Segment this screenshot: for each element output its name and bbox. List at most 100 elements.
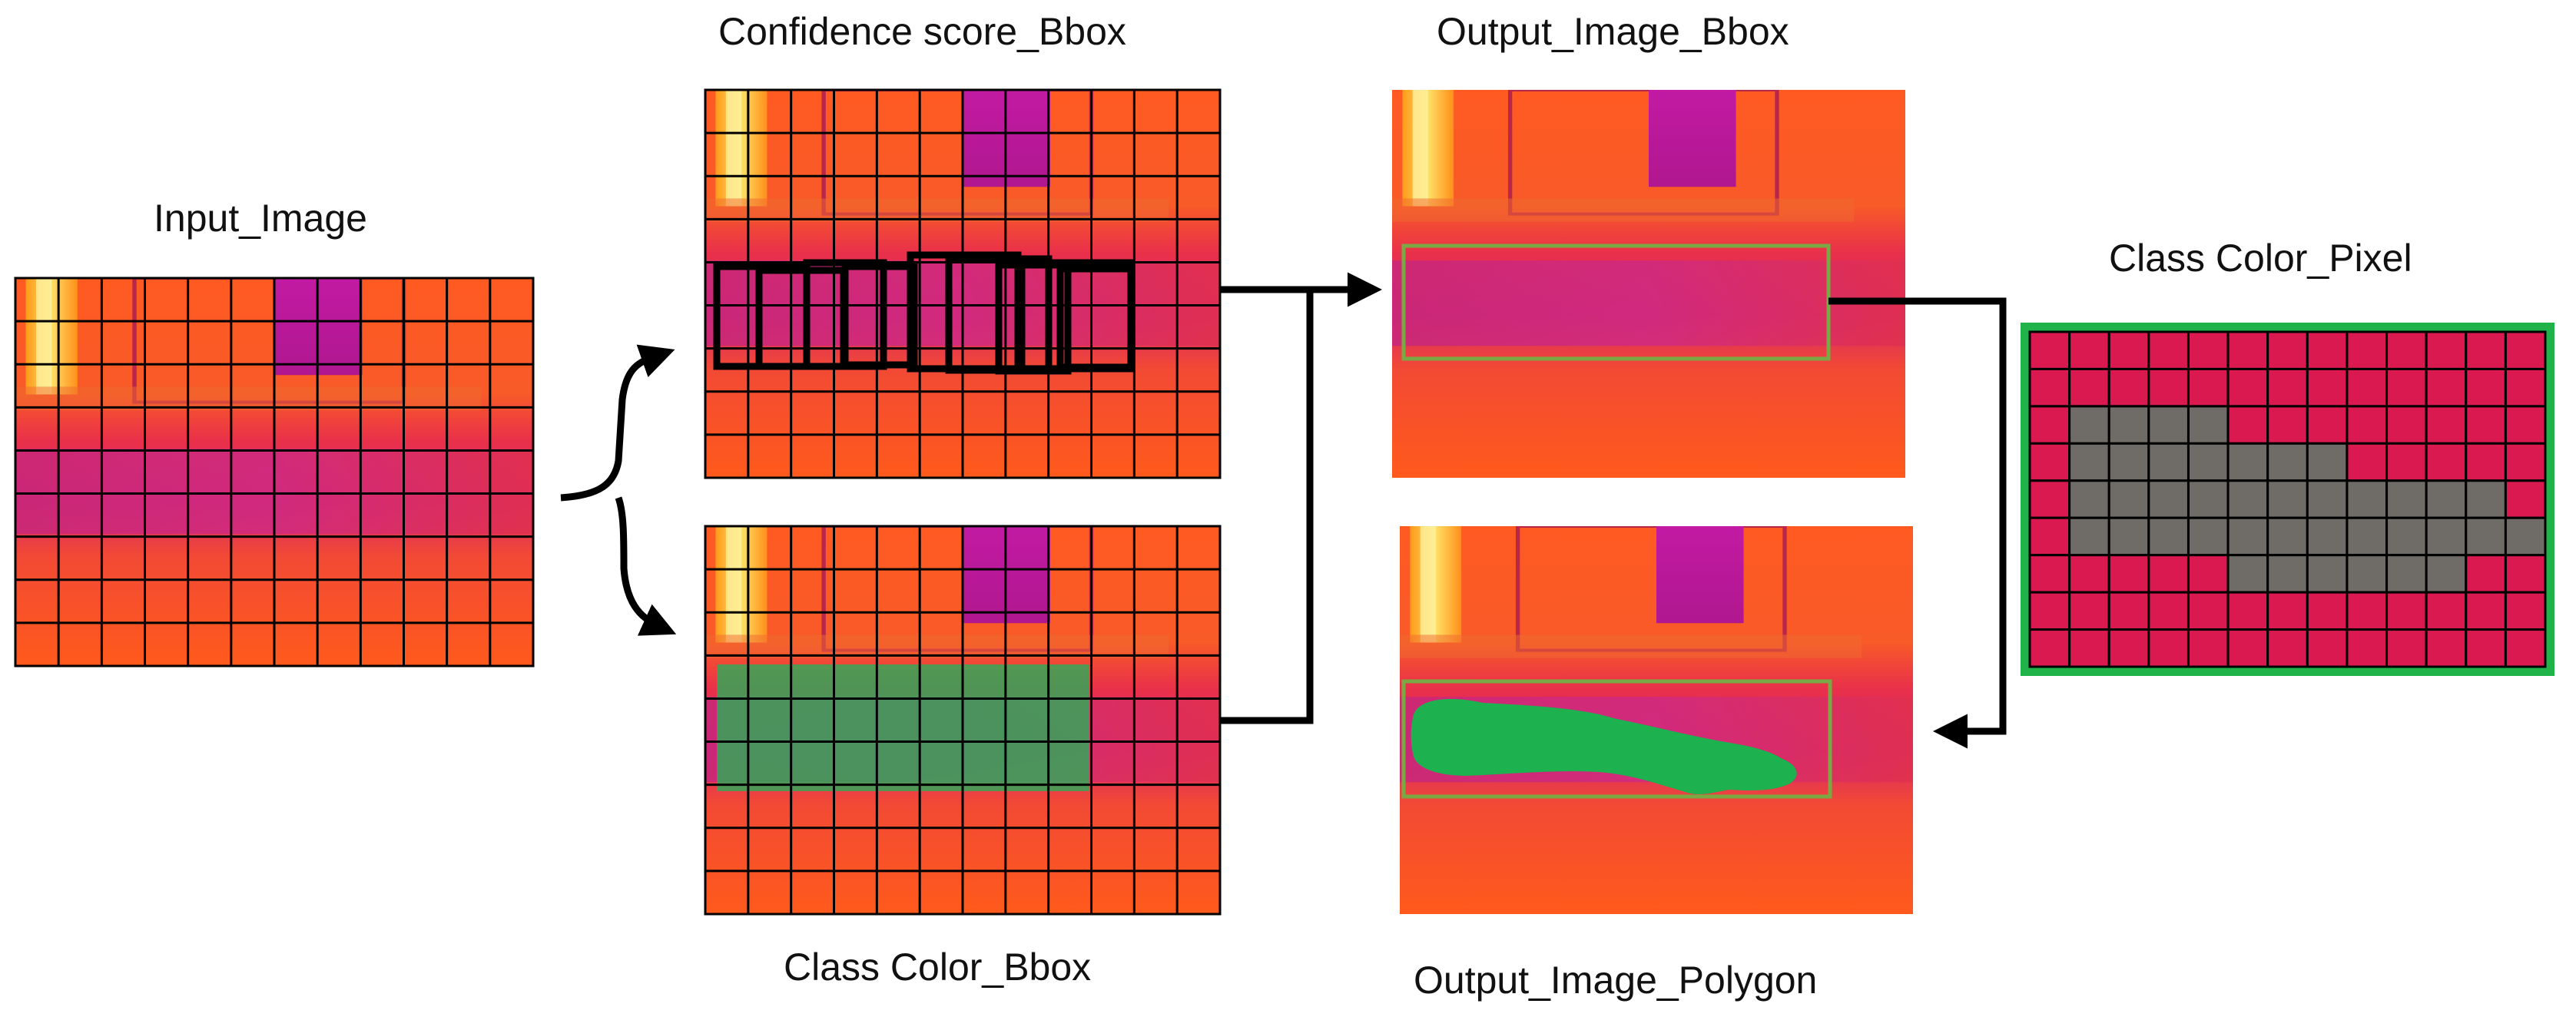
pixel-cell — [2266, 591, 2309, 631]
pixel-cell — [2306, 479, 2349, 519]
pixel-cell — [2028, 554, 2071, 594]
pixel-cell — [2107, 591, 2150, 631]
pixel-cell — [2504, 554, 2547, 594]
pixel-cell — [2028, 516, 2071, 557]
pixel-cell — [2306, 516, 2349, 557]
pixel-cell — [2226, 516, 2269, 557]
pixel-cell — [2306, 591, 2349, 631]
pixel-cell — [2504, 442, 2547, 482]
pixel-cell — [2385, 628, 2428, 668]
pixel-cell — [2425, 367, 2468, 408]
pixel-cell — [2385, 591, 2428, 631]
pixel-cell — [2504, 367, 2547, 408]
pixel-cell — [2425, 516, 2468, 557]
confidence-score-label: Confidence score_Bbox — [718, 10, 1126, 53]
pixel-cell — [2425, 628, 2468, 668]
input-image-label: Input_Image — [154, 197, 367, 240]
pixel-cell — [2226, 330, 2269, 370]
pixel-cell — [2107, 554, 2150, 594]
confidence-score-panel — [704, 88, 1222, 479]
pixel-cell — [2226, 405, 2269, 445]
pixel-cell — [2068, 367, 2110, 408]
pixel-cell — [2028, 479, 2071, 519]
pixel-cell — [2465, 367, 2507, 408]
pixel-cell — [2504, 628, 2547, 668]
output-polygon-label: Output_Image_Polygon — [1414, 959, 1818, 1002]
input-image-panel — [14, 277, 535, 668]
pixel-cell — [2068, 554, 2110, 594]
pixel-cell — [2226, 554, 2269, 594]
class-bbox-fill — [717, 664, 1089, 791]
pixel-cell — [2068, 479, 2110, 519]
pixel-cell — [2465, 554, 2507, 594]
pixel-cell — [2465, 330, 2507, 370]
pixel-cell — [2186, 367, 2230, 408]
pixel-cell — [2425, 405, 2468, 445]
pixel-cell — [2266, 479, 2309, 519]
pixel-cell — [2068, 516, 2110, 557]
pixel-cell — [2346, 479, 2389, 519]
pixel-cell — [2465, 591, 2507, 631]
pixel-cell — [2107, 405, 2150, 445]
pixel-cell — [2107, 442, 2150, 482]
pixel-cell — [2028, 367, 2071, 408]
pixel-cell — [2306, 554, 2349, 594]
pixel-cell — [2346, 554, 2389, 594]
pixel-cell — [2306, 367, 2349, 408]
polygon-mask — [1411, 699, 1797, 794]
pixel-cell — [2266, 554, 2309, 594]
pixel-cell — [2068, 442, 2110, 482]
pixel-cell — [2385, 516, 2428, 557]
pixel-cell — [2186, 479, 2230, 519]
input-grid-border — [14, 277, 535, 668]
pixel-cell — [2266, 330, 2309, 370]
pixel-cell — [2147, 479, 2190, 519]
pixel-cell — [2186, 591, 2230, 631]
pixel-cell — [2385, 554, 2428, 594]
input-grid — [14, 277, 535, 668]
connectors — [560, 272, 2007, 749]
pixel-cell — [2346, 516, 2389, 557]
class-pixel-cells — [2028, 330, 2547, 668]
pixel-cell — [2465, 442, 2507, 482]
pixel-cell — [2107, 516, 2150, 557]
class-to-merge — [1220, 290, 1314, 724]
pixel-cell — [2306, 330, 2349, 370]
pixel-cell — [2504, 516, 2547, 557]
pixel-cell — [2385, 330, 2428, 370]
pixel-cell — [2346, 442, 2389, 482]
pixel-cell — [2226, 591, 2269, 631]
pixel-cell — [2186, 405, 2230, 445]
pixel-cell — [2068, 330, 2110, 370]
confidence-grid — [704, 88, 1222, 479]
pixel-cell — [2147, 330, 2190, 370]
arrow-to-class-bbox — [637, 604, 677, 636]
confidence-boxes — [713, 251, 1135, 375]
pixel-cell — [2385, 405, 2428, 445]
pixel-cell — [2028, 405, 2071, 445]
pixel-cell — [2266, 516, 2309, 557]
output-to-pixel — [1828, 297, 2007, 749]
pixel-cell — [2266, 442, 2309, 482]
pixel-cell — [2147, 405, 2190, 445]
pixel-cell — [2068, 628, 2110, 668]
pixel-cell — [2346, 591, 2389, 631]
pixel-cell — [2504, 405, 2547, 445]
pixel-cell — [2147, 442, 2190, 482]
pixel-cell — [2266, 628, 2309, 668]
pixel-cell — [2266, 367, 2309, 408]
pixel-cell — [2385, 367, 2428, 408]
pixel-cell — [2147, 628, 2190, 668]
class-pixel-panel — [2021, 323, 2554, 676]
pixel-cell — [2107, 367, 2150, 408]
output-polygon-bbox — [1401, 679, 1832, 799]
pixel-cell — [2147, 367, 2190, 408]
pixel-cell — [2346, 405, 2389, 445]
pixel-cell — [2425, 479, 2468, 519]
pixel-cell — [2306, 405, 2349, 445]
pixel-cell — [2068, 405, 2110, 445]
pixel-cell — [2226, 479, 2269, 519]
pixel-cell — [2425, 330, 2468, 370]
pixel-cell — [2226, 367, 2269, 408]
class-color-bbox-panel — [704, 525, 1222, 916]
